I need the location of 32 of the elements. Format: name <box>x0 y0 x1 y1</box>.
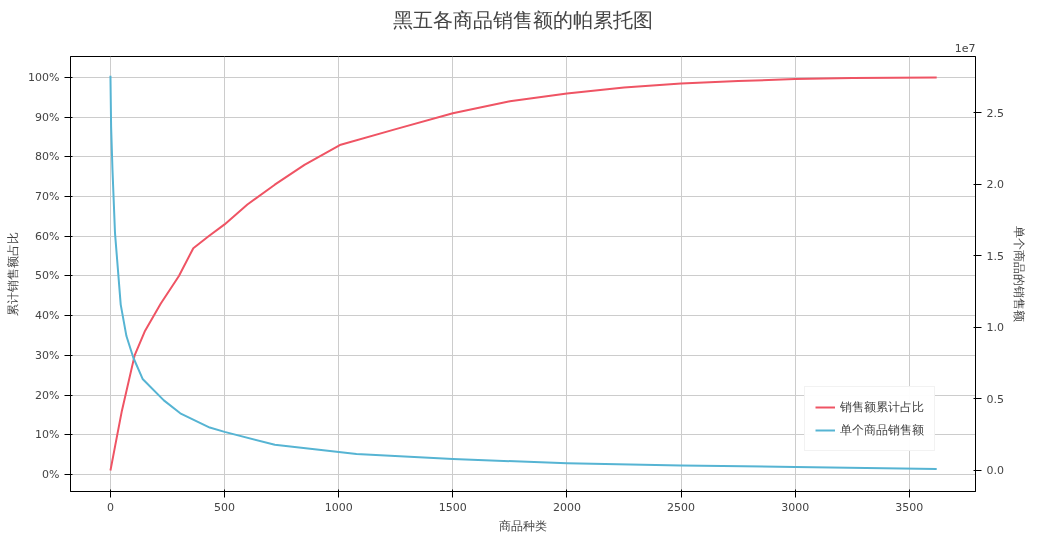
y-tick-label: 70% <box>35 190 60 204</box>
legend-label: 销售额累计占比 <box>840 398 924 416</box>
x-tick-label: 1000 <box>324 500 353 514</box>
x-tick-label: 0 <box>106 500 114 514</box>
text: 1e7 <box>954 41 976 55</box>
y2-tick-label: 2.5 <box>986 106 1004 120</box>
y2-tick-label: 0.5 <box>986 392 1004 406</box>
y-tick-label: 20% <box>35 388 60 402</box>
x-tick-label: 3500 <box>895 500 924 514</box>
y-tick-label: 50% <box>35 269 60 283</box>
x-tick-label: 2500 <box>667 500 696 514</box>
chart-title: 黑五各商品销售额的帕累托图 <box>393 7 653 32</box>
y2-tick-label: 1.0 <box>986 321 1004 335</box>
y-tick-label: 90% <box>35 110 60 124</box>
y2-tick-label: 1.5 <box>986 249 1004 263</box>
x-tick-label: 2000 <box>552 500 581 514</box>
y2-tick-label: 0.0 <box>986 464 1004 478</box>
y-tick-label: 0% <box>42 467 60 481</box>
y-tick-label: 100% <box>28 71 60 85</box>
y2-axis-title: 单个商品的销售额 <box>1011 226 1026 322</box>
y-tick-label: 30% <box>35 348 60 362</box>
y-tick-label: 80% <box>35 150 60 164</box>
y-tick-label: 10% <box>35 428 60 442</box>
y-axis-title: 累计销售额占比 <box>6 232 21 316</box>
x-tick-label: 3000 <box>781 500 810 514</box>
x-axis-title: 商品种类 <box>499 518 547 533</box>
x-tick-label: 1500 <box>438 500 467 514</box>
y-tick-label: 40% <box>35 309 60 323</box>
y-tick-label: 60% <box>35 229 60 243</box>
x-tick-label: 500 <box>214 500 236 514</box>
y2-tick-label: 2.0 <box>986 178 1004 192</box>
legend-label: 单个商品销售额 <box>840 421 924 439</box>
